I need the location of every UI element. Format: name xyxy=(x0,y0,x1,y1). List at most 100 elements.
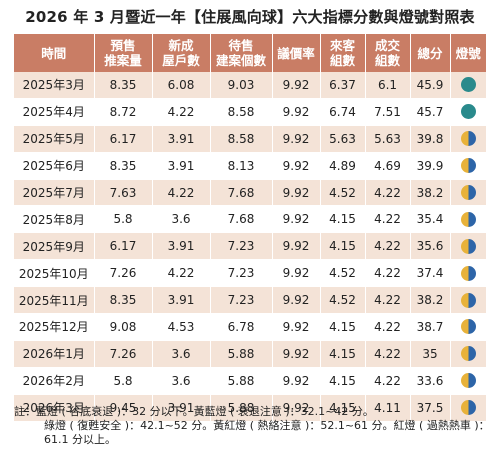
cell-total: 39.8 xyxy=(410,125,451,153)
cell-total: 38.2 xyxy=(410,179,451,206)
indicator-table-container: 時間 預售 推案量 新成 屋戶數 待售 建案個數 議價率 來客 組數 成交 組數 總分 燈號 2025年3… xyxy=(14,34,486,422)
cell-v6: 4.69 xyxy=(365,152,411,180)
column-header-label: 時間 xyxy=(41,45,67,61)
cell-v3: 9.03 xyxy=(210,72,273,99)
cell-v6: 4.22 xyxy=(365,313,411,341)
table-row: 2025年7月 7.63 4.22 7.68 9.92 4.52 4.22 38.2 xyxy=(14,179,486,206)
cell-total: 37.5 xyxy=(410,394,451,422)
cell-time: 2025年3月 xyxy=(14,72,95,99)
cell-time: 2025年6月 xyxy=(14,152,95,180)
cell-v6: 4.22 xyxy=(365,367,411,395)
yellow-blue-lamp-icon xyxy=(460,373,476,389)
footnote-line-1: 註：藍燈 ( 谷底衰退 )：32 分以下。黃藍燈 ( 衰退注意 )：32.1~4… xyxy=(14,405,374,418)
cell-lamp xyxy=(450,367,486,395)
cell-v5: 4.15 xyxy=(320,313,366,341)
cell-v4: 9.92 xyxy=(272,72,321,99)
cell-lamp xyxy=(450,72,486,99)
cell-v4: 9.92 xyxy=(272,98,321,126)
cell-lamp xyxy=(450,152,486,180)
cell-v3: 7.23 xyxy=(210,232,273,260)
yellow-blue-lamp-icon xyxy=(460,238,476,254)
column-header-label: 總分 xyxy=(417,45,443,61)
cell-v2: 3.91 xyxy=(152,152,211,180)
cell-v5: 6.74 xyxy=(320,98,366,126)
table-row: 2026年2月 5.8 3.6 5.88 9.92 4.15 4.22 33.6 xyxy=(14,367,486,395)
cell-v3: 7.68 xyxy=(210,205,273,233)
cell-v2: 4.22 xyxy=(152,259,211,287)
cell-v2: 3.91 xyxy=(152,232,211,260)
cell-v4: 9.92 xyxy=(272,259,321,287)
table-title: 2026 年 3 月暨近一年【住展風向球】六大指標分數與燈號對照表 xyxy=(25,8,475,26)
column-header: 議價率 xyxy=(272,34,321,72)
cell-v1: 8.35 xyxy=(94,72,153,99)
cell-v1: 9.08 xyxy=(94,313,153,341)
cell-v2: 3.6 xyxy=(152,367,211,395)
cell-v2: 3.6 xyxy=(152,340,211,368)
cell-v6: 6.1 xyxy=(365,72,411,99)
column-header-label: 推案量 xyxy=(104,53,142,68)
table-row: 2026年1月 7.26 3.6 5.88 9.92 4.15 4.22 35 xyxy=(14,340,486,368)
cell-v2: 3.91 xyxy=(152,394,211,422)
yellow-blue-lamp-icon xyxy=(460,346,476,362)
cell-v5: 4.15 xyxy=(320,232,366,260)
table-row: 2026年3月 9.45 3.91 5.88 9.92 4.15 4.11 37.5 xyxy=(14,394,486,422)
table-row: 2025年11月 8.35 3.91 7.23 9.92 4.52 4.22 38.2 xyxy=(14,286,486,314)
green-lamp-icon xyxy=(460,104,476,120)
cell-v1: 8.35 xyxy=(94,286,153,314)
column-header: 待售 建案個數 xyxy=(210,34,273,72)
cell-lamp xyxy=(450,232,486,260)
cell-v6: 4.22 xyxy=(365,179,411,206)
cell-v6: 5.63 xyxy=(365,125,411,153)
column-header: 新成 屋戶數 xyxy=(152,34,211,72)
cell-total: 35 xyxy=(410,340,451,368)
cell-v4: 9.92 xyxy=(272,286,321,314)
table-row: 2025年6月 8.35 3.91 8.13 9.92 4.89 4.69 39.9 xyxy=(14,152,486,180)
table-row: 2025年12月 9.08 4.53 6.78 9.92 4.15 4.22 38.7 xyxy=(14,313,486,341)
column-header-label: 屋戶數 xyxy=(162,53,200,68)
cell-v1: 8.35 xyxy=(94,152,153,180)
table-row: 2025年9月 6.17 3.91 7.23 9.92 4.15 4.22 35.6 xyxy=(14,232,486,260)
cell-v1: 5.8 xyxy=(94,367,153,395)
cell-v4: 9.92 xyxy=(272,232,321,260)
yellow-blue-lamp-icon xyxy=(460,185,476,200)
cell-v5: 4.89 xyxy=(320,152,366,180)
cell-v2: 4.22 xyxy=(152,179,211,206)
cell-v5: 4.15 xyxy=(320,367,366,395)
yellow-blue-lamp-icon xyxy=(460,265,476,281)
cell-v2: 4.53 xyxy=(152,313,211,341)
cell-time: 2026年2月 xyxy=(14,367,95,395)
cell-v5: 4.52 xyxy=(320,286,366,314)
cell-time: 2025年8月 xyxy=(14,205,95,233)
cell-v6: 4.22 xyxy=(365,340,411,368)
cell-v4: 9.92 xyxy=(272,125,321,153)
column-header-label: 來客 xyxy=(329,38,355,53)
cell-v1: 5.8 xyxy=(94,205,153,233)
column-header: 燈號 xyxy=(450,34,486,72)
cell-v1: 6.17 xyxy=(94,125,153,153)
cell-total: 33.6 xyxy=(410,367,451,395)
cell-v3: 8.58 xyxy=(210,125,273,153)
cell-total: 35.6 xyxy=(410,232,451,260)
cell-v2: 4.22 xyxy=(152,98,211,126)
cell-v1: 9.45 xyxy=(94,394,153,422)
cell-v3: 8.58 xyxy=(210,98,273,126)
yellow-blue-lamp-icon xyxy=(460,211,476,227)
cell-v6: 4.22 xyxy=(365,259,411,287)
cell-v4: 9.92 xyxy=(272,179,321,206)
cell-time: 2026年3月 xyxy=(14,394,95,422)
cell-time: 2026年1月 xyxy=(14,340,95,368)
column-header: 成交 組數 xyxy=(365,34,411,72)
cell-total: 35.4 xyxy=(410,205,451,233)
yellow-blue-lamp-icon xyxy=(460,158,476,174)
cell-lamp xyxy=(450,125,486,153)
cell-v3: 5.88 xyxy=(210,340,273,368)
cell-v3: 5.88 xyxy=(210,367,273,395)
column-header-label: 組數 xyxy=(374,53,400,68)
cell-total: 38.7 xyxy=(410,313,451,341)
cell-v5: 4.52 xyxy=(320,259,366,287)
cell-v2: 3.91 xyxy=(152,286,211,314)
cell-v6: 4.22 xyxy=(365,232,411,260)
cell-lamp xyxy=(450,394,486,422)
column-header: 時間 xyxy=(14,34,95,72)
column-header-label: 組數 xyxy=(329,53,355,68)
